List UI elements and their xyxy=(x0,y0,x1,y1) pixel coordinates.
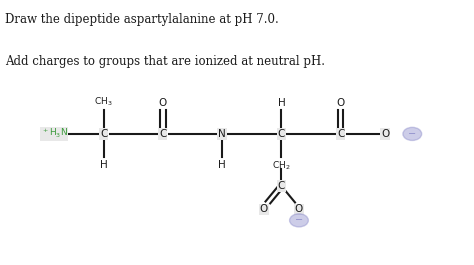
Text: C: C xyxy=(337,129,345,139)
Text: C: C xyxy=(278,129,285,139)
Text: Add charges to groups that are ionized at neutral pH.: Add charges to groups that are ionized a… xyxy=(5,55,325,68)
Text: O: O xyxy=(260,204,268,214)
Text: O: O xyxy=(337,98,345,108)
Text: −: − xyxy=(408,129,416,139)
Text: $\mathregular{CH_3}$: $\mathregular{CH_3}$ xyxy=(94,95,113,108)
Text: Draw the dipeptide aspartylalanine at pH 7.0.: Draw the dipeptide aspartylalanine at pH… xyxy=(5,13,279,26)
Text: O: O xyxy=(295,204,303,214)
Text: $\mathregular{CH_2}$: $\mathregular{CH_2}$ xyxy=(272,159,291,171)
Text: C: C xyxy=(159,129,167,139)
Circle shape xyxy=(403,127,422,140)
Text: $\mathregular{^+H_3N}$: $\mathregular{^+H_3N}$ xyxy=(41,127,68,140)
Text: O: O xyxy=(381,129,389,139)
Circle shape xyxy=(290,214,309,227)
Text: H: H xyxy=(219,160,226,170)
Text: C: C xyxy=(278,181,285,191)
Text: O: O xyxy=(159,98,167,108)
Text: C: C xyxy=(100,129,108,139)
Text: N: N xyxy=(219,129,226,139)
Text: −: − xyxy=(295,215,303,225)
Text: H: H xyxy=(100,160,108,170)
Text: H: H xyxy=(278,98,285,108)
